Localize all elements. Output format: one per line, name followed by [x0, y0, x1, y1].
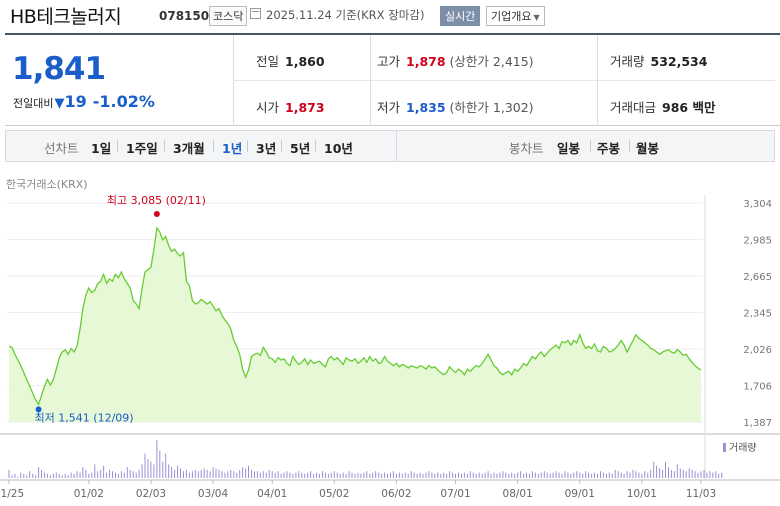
period-1w[interactable]: 1주일 — [126, 141, 158, 156]
turnover-label: 거래대금 — [610, 100, 657, 115]
x-tick-label: 11/25 — [0, 488, 24, 500]
separator — [247, 140, 248, 152]
quote-panel: 1,841 전일대비▼19 -1.02% 전일 1,860 고가 1,878 (상한가… — [5, 33, 780, 126]
prev-close: 전일 1,860 — [256, 51, 325, 70]
high-label: 고가 — [377, 54, 401, 69]
turnover-value: 986 백만 — [662, 100, 716, 115]
y-tick-label: 2,665 — [743, 272, 772, 283]
change-value: 19 — [64, 92, 87, 111]
separator — [164, 140, 165, 152]
series-area — [9, 228, 701, 422]
market-badge: 코스닥 — [209, 6, 248, 26]
turnover: 거래대금 986 백만 — [610, 97, 715, 116]
x-tick-label: 02/03 — [136, 488, 166, 500]
separator — [281, 140, 282, 152]
company-overview-button[interactable]: 기업개요 ▼ — [486, 6, 545, 26]
separator — [629, 140, 630, 152]
volume-legend-swatch — [723, 443, 726, 452]
prev-close-value: 1,860 — [285, 54, 325, 69]
high-value: 1,878 — [406, 54, 446, 69]
divider — [233, 80, 775, 81]
prev-close-label: 전일 — [256, 54, 280, 69]
x-tick-label: 10/01 — [627, 488, 657, 500]
x-tick-label: 09/01 — [565, 488, 595, 500]
x-tick-label: 01/02 — [74, 488, 104, 500]
y-tick-label: 2,985 — [743, 236, 772, 247]
x-tick-label: 07/01 — [440, 488, 470, 500]
upper-limit: (상한가 2,415) — [449, 54, 534, 69]
max-annotation: 최고 3,085 (02/11) — [107, 194, 206, 207]
quote-date: 2025.11.24 기준(KRX 장마감) — [266, 8, 425, 22]
change-label: 전일대비 — [13, 97, 54, 110]
data-source: 한국거래소(KRX) — [6, 178, 88, 191]
down-arrow-icon: ▼ — [54, 96, 65, 111]
series-line — [8, 226, 702, 406]
open-value: 1,873 — [285, 100, 325, 115]
day-high: 고가 1,878 (상한가 2,415) — [377, 51, 534, 70]
day-low: 저가 1,835 (하한가 1,302) — [377, 97, 534, 116]
separator — [117, 140, 118, 152]
y-tick-label: 1,387 — [743, 418, 772, 429]
open-price: 시가 1,873 — [256, 97, 325, 116]
stock-header: HB테크놀러지 078150 코스닥 2025.11.24 기준(KRX 장마감… — [0, 0, 780, 30]
x-tick-label: 04/01 — [257, 488, 287, 500]
current-price: 1,841 — [12, 51, 106, 87]
separator — [213, 140, 214, 152]
open-label: 시가 — [256, 100, 280, 115]
stock-code: 078150 — [159, 9, 210, 23]
x-tick-label: 03/04 — [198, 488, 229, 500]
low-value: 1,835 — [406, 100, 446, 115]
volume-value: 532,534 — [650, 54, 708, 69]
candle-monthly[interactable]: 월봉 — [636, 141, 660, 156]
calendar-icon — [250, 8, 261, 19]
x-tick-label: 08/01 — [503, 488, 533, 500]
y-tick-label: 2,026 — [743, 345, 772, 356]
min-annotation: 최저 1,541 (12/09) — [35, 411, 134, 424]
stock-name: HB테크놀러지 — [10, 6, 122, 28]
period-1d[interactable]: 1일 — [91, 141, 112, 156]
period-5y[interactable]: 5년 — [290, 141, 311, 156]
period-1y[interactable]: 1년 — [222, 141, 243, 156]
volume-legend-label: 거래량 — [729, 442, 757, 454]
min-marker — [35, 406, 42, 413]
x-tick-label: 05/02 — [319, 488, 349, 500]
candle-chart-label: 봉차트 — [509, 141, 544, 156]
line-chart-label: 선차트 — [44, 141, 79, 156]
chevron-down-icon: ▼ — [533, 13, 540, 22]
x-tick-label: 06/02 — [381, 488, 411, 500]
x-tick-label: 11/03 — [686, 488, 716, 500]
period-selector: 선차트 1일 1주일 3개월 1년 3년 5년 10년 봉차트 일봉 주봉 월봉 — [5, 130, 775, 162]
max-marker — [153, 211, 160, 218]
separator — [315, 140, 316, 152]
volume: 거래량 532,534 — [610, 51, 707, 70]
company-overview-label: 기업개요 — [491, 10, 532, 23]
y-tick-label: 2,345 — [743, 309, 772, 320]
realtime-button[interactable]: 실시간 — [440, 6, 481, 26]
low-label: 저가 — [377, 100, 401, 115]
y-tick-label: 3,304 — [743, 199, 772, 210]
period-3m[interactable]: 3개월 — [173, 141, 205, 156]
y-tick-label: 1,706 — [743, 382, 772, 393]
separator — [590, 140, 591, 152]
change-percent: -1.02% — [92, 92, 155, 111]
lower-limit: (하한가 1,302) — [449, 100, 534, 115]
volume-label: 거래량 — [610, 54, 645, 69]
divider — [396, 131, 397, 161]
period-3y[interactable]: 3년 — [256, 141, 277, 156]
period-10y[interactable]: 10년 — [324, 141, 353, 156]
candle-weekly[interactable]: 주봉 — [597, 141, 621, 156]
candle-daily[interactable]: 일봉 — [557, 141, 581, 156]
price-change: 전일대비▼19 -1.02% — [13, 92, 155, 111]
